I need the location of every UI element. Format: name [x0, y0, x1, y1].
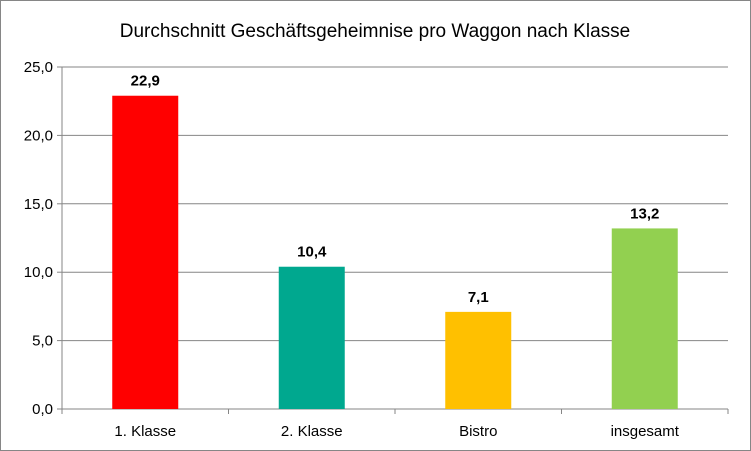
y-tick-label: 10,0: [24, 264, 53, 281]
category-label: Bistro: [459, 423, 497, 440]
data-label: 10,4: [297, 244, 327, 261]
data-label: 13,2: [630, 205, 659, 222]
category-label: 1. Klasse: [114, 423, 176, 440]
bar: [278, 266, 345, 409]
data-label: 7,1: [468, 289, 489, 306]
y-tick-label: 25,0: [24, 59, 53, 76]
bar: [445, 311, 512, 409]
y-tick-label: 5,0: [32, 333, 53, 350]
y-tick-label: 15,0: [24, 196, 53, 213]
chart-title: Durchschnitt Geschäftsgeheimnise pro Wag…: [120, 21, 630, 42]
bar: [611, 228, 678, 409]
y-tick-label: 20,0: [24, 127, 53, 144]
data-label: 22,9: [131, 73, 160, 90]
y-tick-label: 0,0: [32, 401, 53, 418]
bar: [112, 95, 179, 409]
category-label: insgesamt: [611, 423, 680, 440]
category-label: 2. Klasse: [281, 423, 343, 440]
